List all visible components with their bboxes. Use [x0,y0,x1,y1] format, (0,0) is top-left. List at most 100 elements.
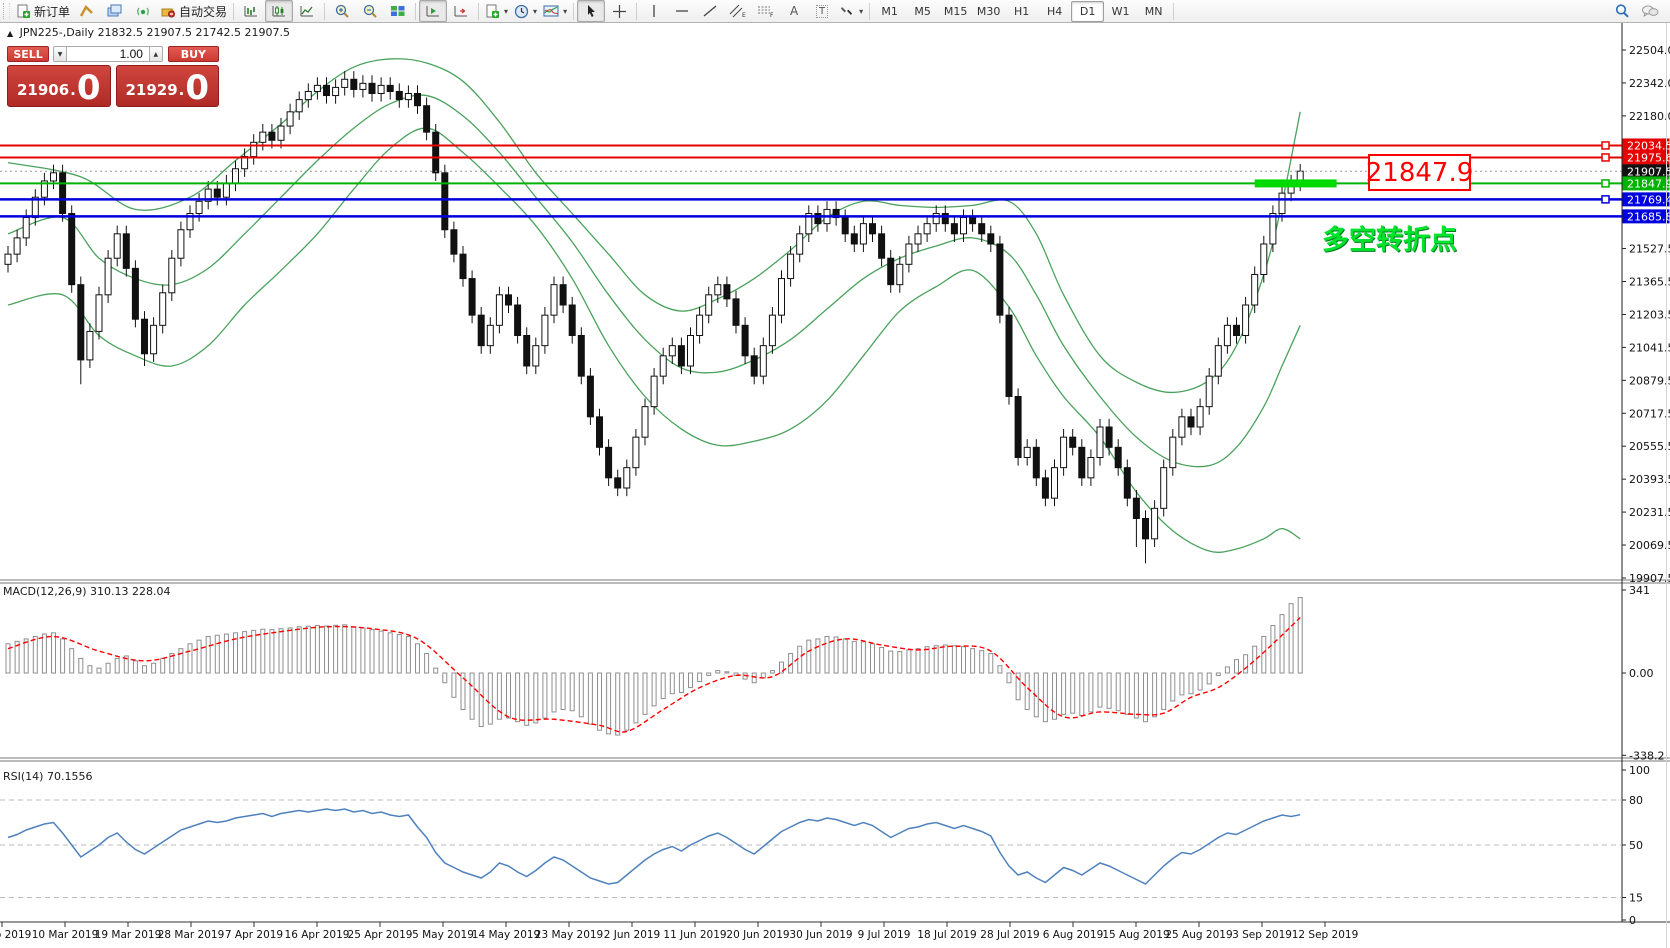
text-label-button[interactable]: T [808,0,836,22]
line-handle[interactable] [1601,141,1610,150]
candle-body [295,99,303,113]
level-highlight-segment[interactable] [1254,179,1337,188]
line-chart-button[interactable] [293,0,321,22]
price-tick-label: 19907.5 [1629,572,1670,585]
macd-histogram-bar [642,672,648,715]
timeframe-d1[interactable]: D1 [1071,0,1105,22]
macd-histogram-bar [1061,672,1067,715]
search-button[interactable] [1608,0,1636,22]
chart-shift-button[interactable] [447,0,475,22]
candle-body [104,257,112,296]
text-label-icon: T [816,4,829,18]
timeframe-m15[interactable]: M15 [943,4,968,18]
main-toolbar: 新订单 自动交易 ▾ ▾ [0,0,1670,23]
macd-histogram-bar [460,672,466,711]
horizontal-line-button[interactable] [668,0,696,22]
dropdown-arrow-icon: ▾ [563,6,568,16]
line-handle[interactable] [1601,195,1610,204]
bar-chart-button[interactable] [237,0,265,22]
new-order-button[interactable]: 新订单 [13,0,73,22]
macd-histogram-bar [815,638,821,674]
trendline-button[interactable] [696,0,724,22]
price-tick-label: 20717.5 [1629,407,1670,420]
volume-increase-button[interactable]: ▲ [148,46,163,62]
candle-body [914,233,922,245]
line-handle[interactable] [1601,153,1610,162]
candle-body [304,90,312,101]
toolbar-grip[interactable] [3,3,10,19]
candle-body [1223,324,1231,347]
sell-price-button[interactable]: 21906. 0 [7,65,111,107]
crosshair-button[interactable] [605,0,633,22]
periods-clock-icon [514,4,529,18]
autotrading-button[interactable]: 自动交易 [157,0,230,22]
macd-histogram-bar [1197,672,1203,691]
macd-histogram-bar [715,670,721,674]
date-label: 14 May 2019 [472,929,540,941]
macd-histogram-bar [569,672,575,712]
candle-body [68,212,76,286]
profiles-button[interactable] [101,0,129,22]
timeframe-m5[interactable]: M5 [914,4,931,18]
macd-histogram-bar [724,671,730,674]
candle-body [386,84,394,92]
rsi-value: 70.1556 [46,770,93,783]
macd-histogram-bar [96,667,102,674]
candle-body [122,233,130,269]
price-level-badge [1622,164,1670,179]
buy-button[interactable]: BUY [167,46,219,62]
candle-body [596,416,603,448]
arrows-tool-button[interactable]: ▾ [836,0,866,22]
timeframe-w1[interactable]: W1 [1111,4,1130,18]
macd-histogram-bar [1079,672,1085,717]
candlestick-chart-button[interactable] [265,0,294,22]
zoom-out-button[interactable] [356,0,384,22]
turning-point-annotation[interactable]: 多空转折点 [1322,225,1457,256]
candle-body [1005,314,1013,397]
price-tick-label: 21527.5 [1629,243,1670,256]
auto-scroll-button[interactable] [419,0,448,22]
new-chart-button[interactable] [73,0,101,22]
candle-body [1178,416,1186,438]
timeframe-m30[interactable]: M30 [976,4,1001,18]
volume-input[interactable] [66,46,149,62]
timeframe-h4[interactable]: H4 [1046,4,1063,18]
candle-body [978,223,986,235]
timeframe-m1[interactable]: M1 [881,4,898,18]
sell-button[interactable]: SELL [7,46,50,62]
periods-button[interactable]: ▾ [511,0,540,22]
candle-body [814,212,822,225]
price-callout-box[interactable]: 21847.9 [1366,154,1473,191]
macd-histogram-bar [1224,666,1230,674]
cursor-button[interactable] [577,0,606,22]
candle-body [222,182,230,198]
zoom-in-button[interactable] [328,0,356,22]
toolbar-separator [478,2,480,20]
dropdown-arrow-icon: ▾ [533,6,538,16]
indicators-button[interactable]: ▾ [540,0,570,22]
candle-body [1187,416,1195,428]
candle-body [22,217,30,239]
line-chart-icon [300,6,314,17]
candle-body [277,125,285,141]
signals-button[interactable] [129,0,157,22]
buy-price-button[interactable]: 21929. 0 [115,65,219,107]
macd-histogram-bar [169,653,175,674]
price-tick-label: 20879.5 [1629,374,1670,387]
timeframe-mn[interactable]: MN [1144,4,1163,18]
autotrading-label: 自动交易 [179,4,228,19]
templates-button[interactable]: ▾ [482,0,511,22]
chat-button[interactable] [1636,0,1664,22]
vertical-line-button[interactable] [640,0,668,22]
candle-body [723,284,731,300]
fibonacci-button[interactable]: F [752,0,780,22]
tile-windows-button[interactable] [384,0,412,22]
volume-decrease-button[interactable]: ▼ [53,46,67,62]
macd-histogram-bar [1042,672,1048,723]
equidistant-channel-button[interactable]: E [724,0,752,22]
line-handle[interactable] [1601,179,1610,188]
text-tool-button[interactable]: A [780,0,808,22]
timeframe-h1[interactable]: H1 [1013,4,1030,18]
macd-histogram-bar [779,661,784,674]
